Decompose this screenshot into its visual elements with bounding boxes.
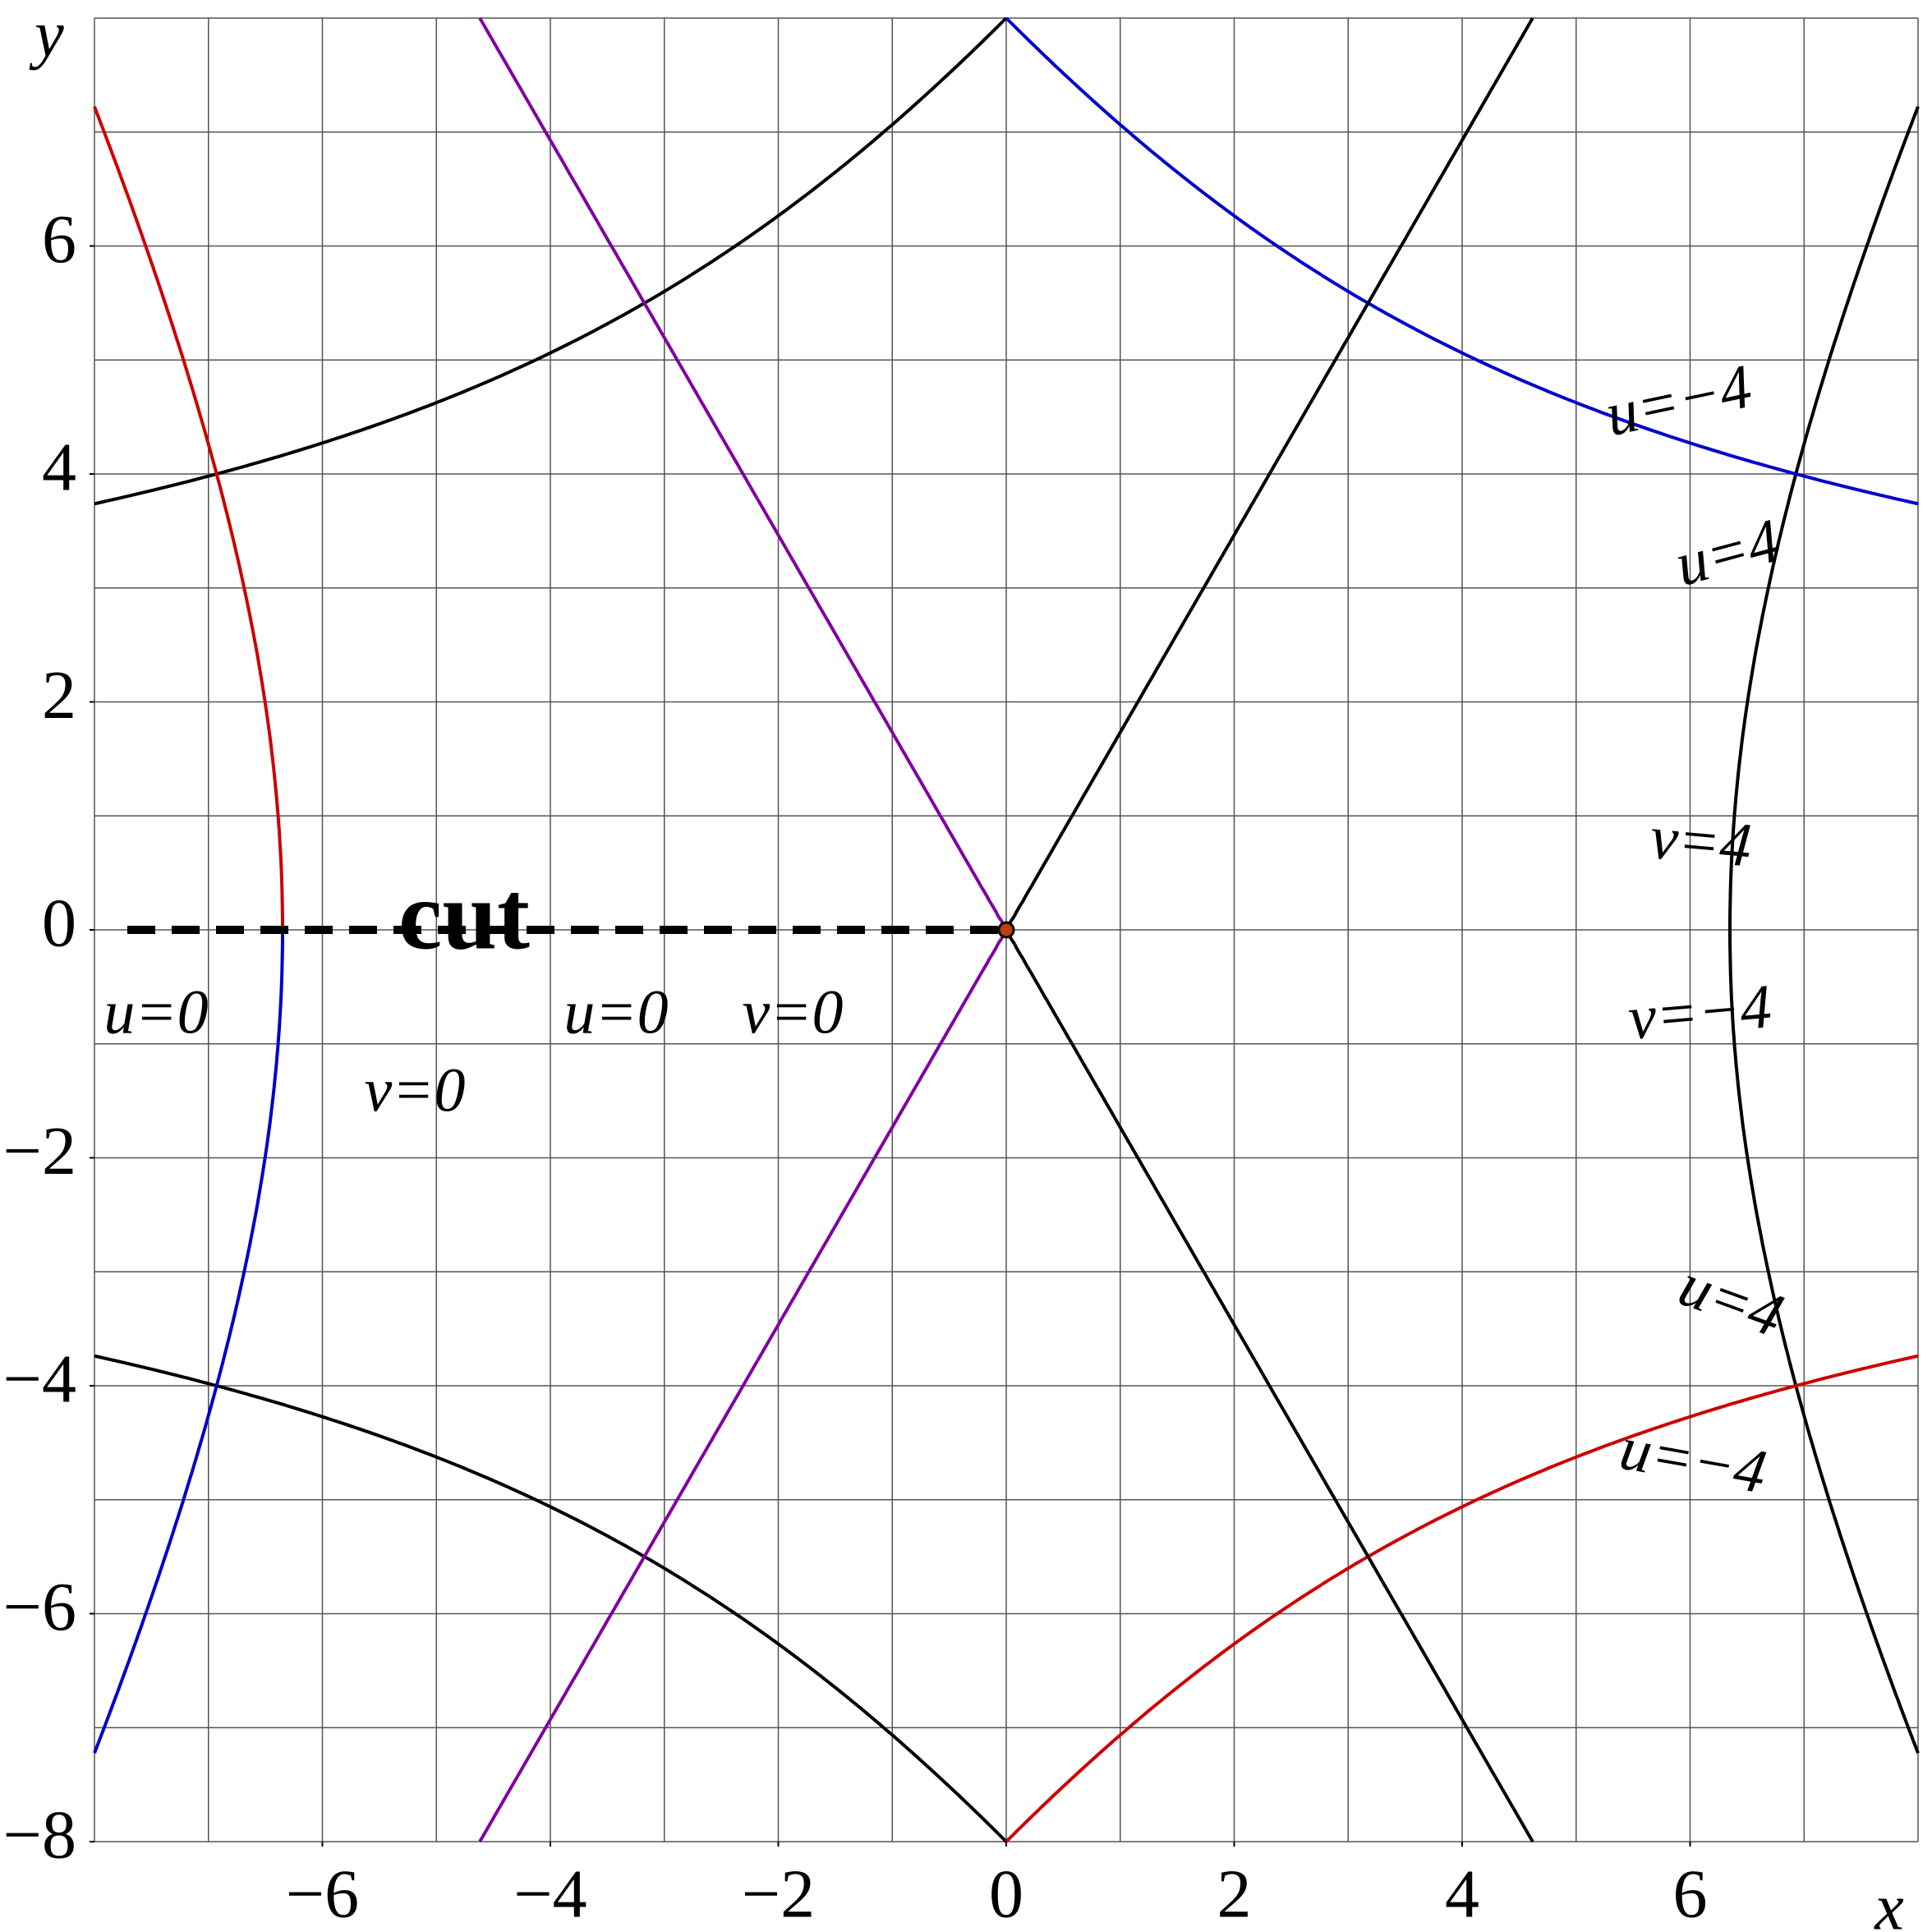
contour-line bbox=[93, 16, 1919, 1754]
x-axis-label: x bbox=[1874, 1871, 1904, 1932]
x-tick-label: −6 bbox=[286, 1856, 359, 1932]
cut-label: cut bbox=[398, 861, 530, 970]
x-tick-label: −2 bbox=[742, 1856, 815, 1932]
contour-label: v=−4 bbox=[1626, 972, 1774, 1053]
y-tick-label: −8 bbox=[3, 1796, 76, 1873]
contour-label: v=4 bbox=[1648, 803, 1755, 880]
x-tick-label: −4 bbox=[513, 1856, 586, 1932]
y-tick-label: 4 bbox=[42, 429, 76, 505]
x-tick-label: 4 bbox=[1445, 1856, 1479, 1932]
contour-label: u=0 bbox=[564, 978, 668, 1046]
y-axis-label: y bbox=[29, 0, 64, 71]
contour-label: u=−4 bbox=[1599, 352, 1757, 449]
y-tick-label: 0 bbox=[42, 885, 76, 961]
y-tick-label: −4 bbox=[3, 1341, 76, 1417]
y-tick-label: −6 bbox=[3, 1569, 76, 1645]
contour-line bbox=[478, 16, 1008, 1843]
y-tick-label: 2 bbox=[42, 657, 76, 734]
contour-line bbox=[93, 106, 1919, 1843]
y-tick-label: −2 bbox=[3, 1113, 76, 1189]
origin-point bbox=[997, 921, 1015, 939]
contour-line bbox=[1728, 106, 1920, 1754]
x-tick-label: 0 bbox=[989, 1856, 1024, 1932]
y-tick-label: 6 bbox=[42, 201, 76, 278]
contour-line bbox=[1005, 16, 1534, 1843]
contour-label: v=0 bbox=[364, 1056, 465, 1125]
contour-label: v=0 bbox=[742, 978, 843, 1046]
x-tick-label: 2 bbox=[1217, 1856, 1252, 1932]
x-tick-label: 6 bbox=[1673, 1856, 1708, 1932]
contour-label: u=0 bbox=[104, 978, 208, 1046]
contour-label: u=−4 bbox=[1615, 1414, 1771, 1507]
contour-label: u=4 bbox=[1670, 1250, 1792, 1350]
